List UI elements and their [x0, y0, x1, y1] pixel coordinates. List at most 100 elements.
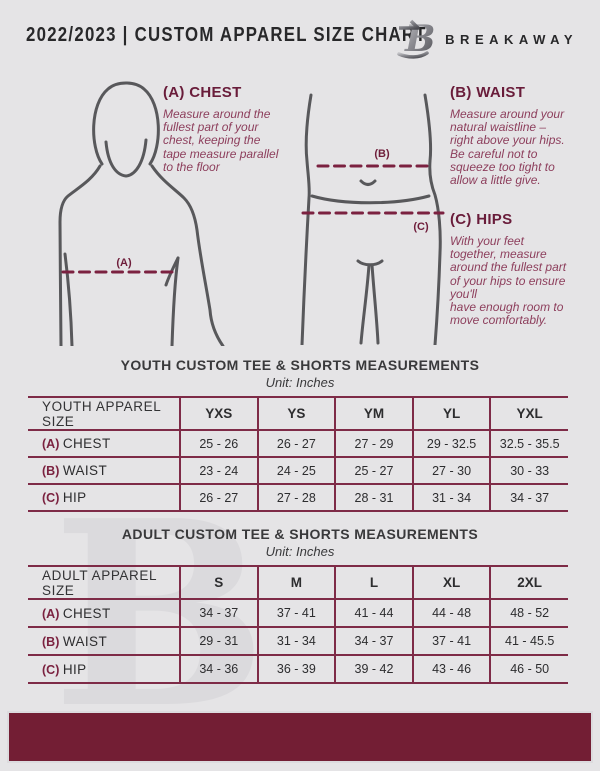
adult-size-table: ADULT APPAREL SIZE S M L XL 2XL (A) CHES…: [28, 565, 568, 684]
row-label-text: CHEST: [62, 605, 111, 621]
lower-body-figure: (B) (C): [300, 93, 445, 345]
row-label: (A) CHEST: [28, 599, 180, 627]
row-label-text: WAIST: [62, 633, 108, 649]
page-title: 2022/2023 | CUSTOM APPAREL SIZE CHART: [26, 24, 427, 46]
size-cell: 29 - 32.5: [411, 430, 491, 457]
navel-mark: [359, 179, 377, 186]
page-header: 2022/2023 | CUSTOM APPAREL SIZE CHART B …: [0, 0, 600, 66]
size-cell: 26 - 27: [256, 430, 336, 457]
guide-hips: (C) HIPS With your feet together, measur…: [450, 211, 595, 327]
table-row: (B) WAIST 29 - 31 31 - 34 34 - 37 37 - 4…: [28, 627, 568, 655]
column-header: S: [179, 566, 258, 599]
svg-text:B: B: [404, 18, 435, 60]
column-header: YOUTH APPAREL SIZE: [42, 398, 161, 429]
table-row: (A) CHEST 34 - 37 37 - 41 41 - 44 44 - 4…: [28, 599, 568, 627]
size-cell: 43 - 46: [411, 655, 491, 683]
inner-leg-right: [370, 263, 380, 345]
guide-chest-body: Measure around the fullest part of your …: [163, 107, 279, 174]
size-cell: 30 - 33: [489, 457, 568, 484]
brand-name: BREAKAWAY: [445, 31, 578, 47]
row-label-prefix: (A): [42, 437, 60, 451]
right-shoulder-arm: [150, 164, 225, 346]
size-cell: 24 - 25: [256, 457, 336, 484]
size-cell: 25 - 27: [334, 457, 413, 484]
size-cell: 44 - 48: [411, 599, 491, 627]
size-cell: 31 - 34: [256, 627, 336, 655]
youth-table-section: YOUTH CUSTOM TEE & SHORTS MEASUREMENTS U…: [28, 357, 572, 512]
size-cell: 27 - 30: [411, 457, 491, 484]
row-label-prefix: (C): [42, 491, 60, 505]
guide-waist: (B) WAIST Measure around your natural wa…: [450, 84, 590, 187]
size-cell: 32.5 - 35.5: [489, 430, 568, 457]
column-header: 2XL: [489, 566, 568, 599]
right-inner-arm: [170, 256, 180, 346]
column-header: L: [334, 566, 413, 599]
brand-lockup: B BREAKAWAY: [396, 18, 578, 60]
head-outline: [92, 81, 160, 166]
size-cell: 41 - 45.5: [489, 627, 568, 655]
size-cell: 29 - 31: [179, 627, 258, 655]
table-row: (C) HIP 26 - 27 27 - 28 28 - 31 31 - 34 …: [28, 484, 568, 511]
size-cell: 25 - 26: [179, 430, 258, 457]
size-cell: 37 - 41: [256, 599, 336, 627]
column-header: M: [256, 566, 336, 599]
hip-crease-line: [310, 194, 431, 205]
size-cell: 41 - 44: [334, 599, 413, 627]
youth-table-unit: Unit: Inches: [265, 375, 335, 390]
row-label: (B) WAIST: [28, 627, 180, 655]
row-label-text: HIP: [62, 661, 87, 677]
waist-line-label: (B): [374, 148, 390, 160]
upper-body-figure: (A): [58, 81, 225, 346]
size-cell: 34 - 37: [179, 599, 258, 627]
column-header: ADULT APPAREL SIZE: [42, 567, 157, 598]
size-cell: 34 - 37: [489, 484, 568, 511]
left-shoulder-arm: [58, 164, 102, 346]
column-header: YS: [256, 397, 336, 430]
column-header: YXL: [489, 397, 568, 430]
column-header: XL: [411, 566, 491, 599]
row-label: (B) WAIST: [28, 457, 180, 484]
footer-accent-bar: [7, 711, 593, 763]
size-cell: 46 - 50: [489, 655, 568, 683]
table-row: (C) HIP 34 - 36 36 - 39 39 - 42 43 - 46 …: [28, 655, 568, 683]
guide-chest: (A) CHEST Measure around the fullest par…: [163, 84, 308, 174]
torso-left-outline: [300, 93, 313, 345]
size-cell: 27 - 28: [256, 484, 336, 511]
row-label-text: HIP: [62, 490, 87, 505]
row-label: (C) HIP: [28, 655, 180, 683]
size-cell: 48 - 52: [489, 599, 568, 627]
breakaway-logo-icon: B: [397, 18, 436, 60]
row-label-prefix: (A): [42, 606, 60, 621]
hips-line-label: (C): [413, 221, 429, 233]
size-cell: 39 - 42: [334, 655, 413, 683]
row-label-prefix: (B): [42, 634, 60, 649]
inner-leg-left: [359, 263, 371, 345]
table-row: (B) WAIST 23 - 24 24 - 25 25 - 27 27 - 3…: [28, 457, 568, 484]
adult-table-unit: Unit: Inches: [265, 544, 335, 559]
row-label: (C) HIP: [28, 484, 180, 511]
column-header: YL: [411, 397, 491, 430]
size-cell: 28 - 31: [334, 484, 413, 511]
guide-hips-title: (C) HIPS: [450, 211, 513, 228]
torso-right-outline: [423, 93, 442, 345]
size-cell: 36 - 39: [256, 655, 336, 683]
column-header: YM: [334, 397, 413, 430]
left-inner-arm: [63, 252, 74, 346]
row-label-text: WAIST: [62, 463, 108, 478]
size-cell: 26 - 27: [179, 484, 258, 511]
guide-waist-body: Measure around your natural waistline – …: [450, 107, 565, 188]
guide-hips-body: With your feet together, measure around …: [450, 234, 567, 328]
row-label-prefix: (B): [42, 464, 60, 478]
size-cell: 34 - 36: [179, 655, 258, 683]
adult-table-section: ADULT CUSTOM TEE & SHORTS MEASUREMENTS U…: [28, 526, 572, 684]
size-cell: 34 - 37: [334, 627, 413, 655]
table-header-row: ADULT APPAREL SIZE S M L XL 2XL: [28, 566, 568, 599]
table-row: (A) CHEST 25 - 26 26 - 27 27 - 29 29 - 3…: [28, 430, 568, 457]
table-header-row: YOUTH APPAREL SIZE YXS YS YM YL YXL: [28, 397, 568, 430]
youth-table-title: YOUTH CUSTOM TEE & SHORTS MEASUREMENTS: [120, 357, 480, 373]
adult-table-title: ADULT CUSTOM TEE & SHORTS MEASUREMENTS: [121, 526, 479, 542]
youth-size-table: YOUTH APPAREL SIZE YXS YS YM YL YXL (A) …: [28, 396, 568, 512]
size-cell: 31 - 34: [411, 484, 491, 511]
size-cell: 37 - 41: [411, 627, 491, 655]
size-cell: 23 - 24: [179, 457, 258, 484]
